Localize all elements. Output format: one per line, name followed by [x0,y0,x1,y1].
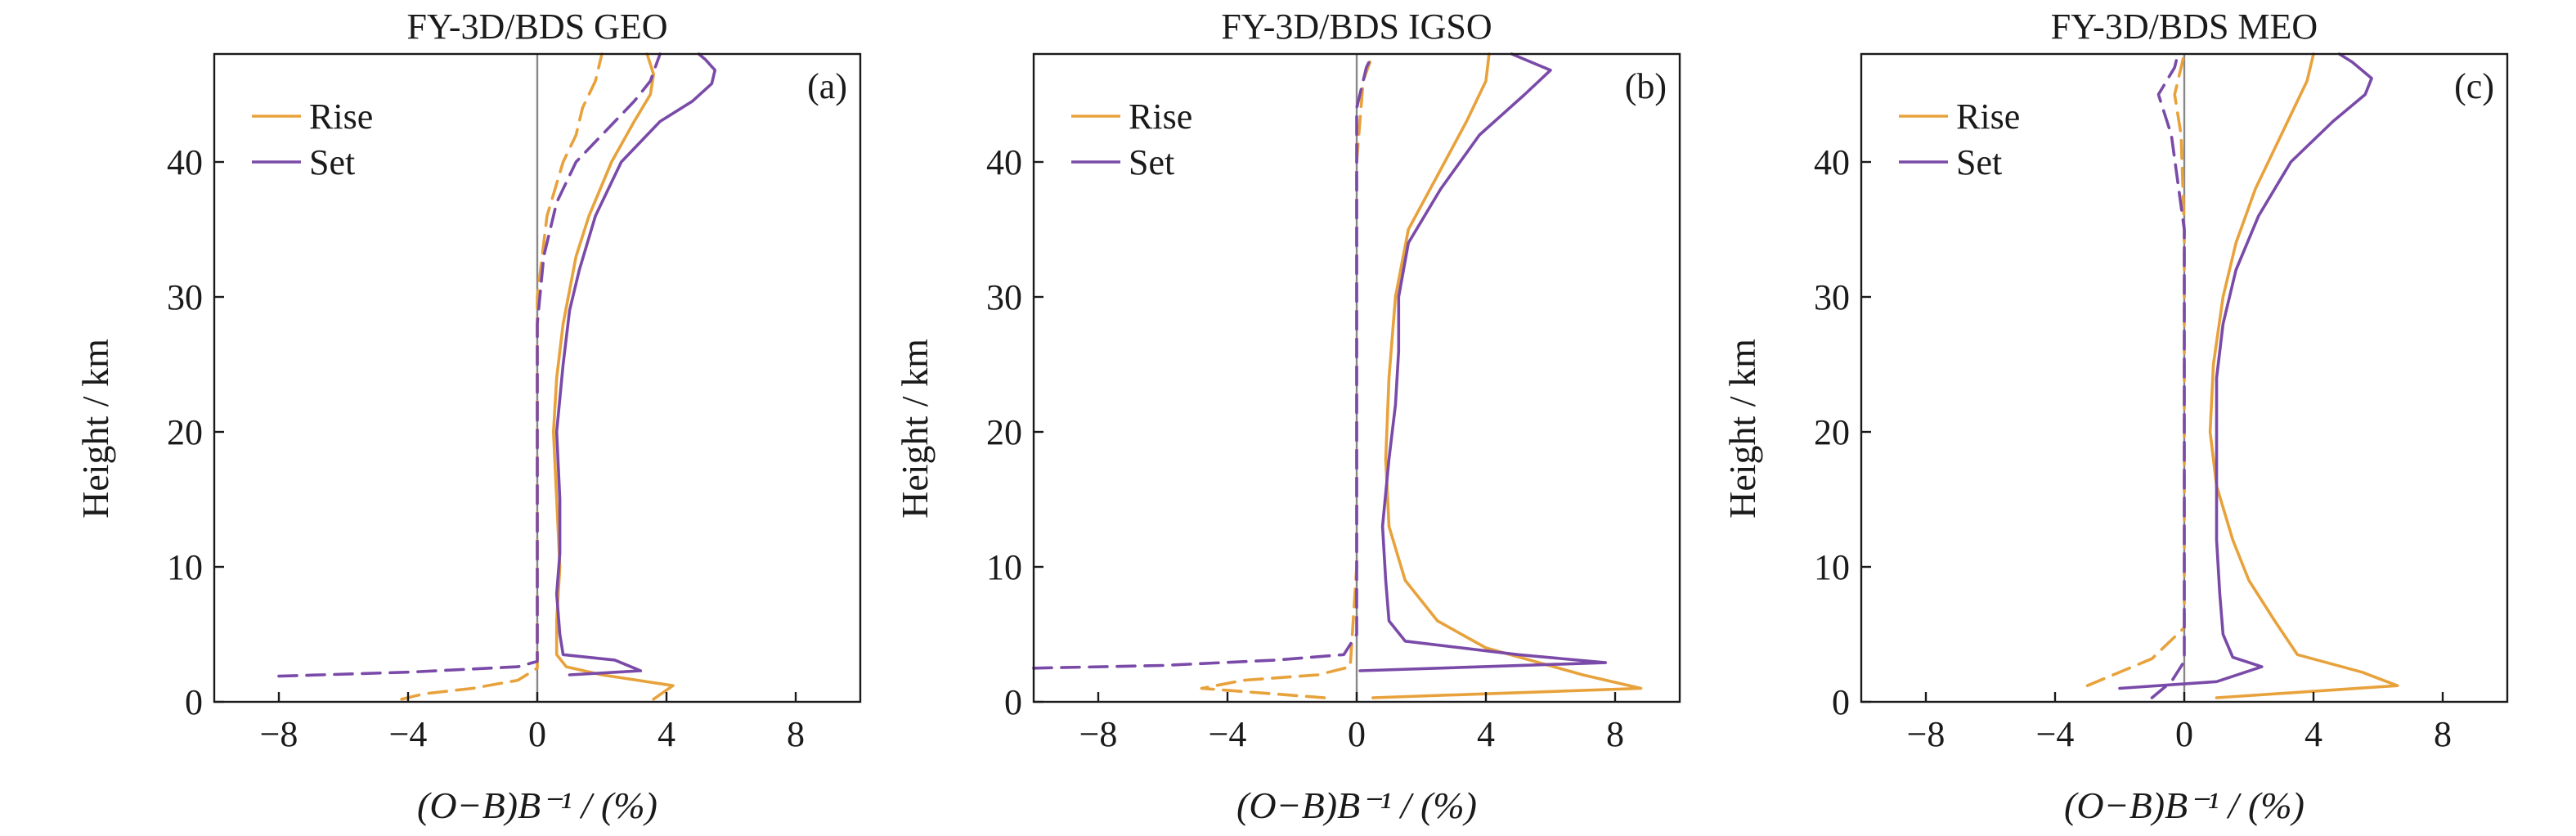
x-tick-label: 4 [2304,714,2322,754]
y-tick-label: 0 [1004,682,1022,722]
y-tick-label: 10 [1814,547,1850,587]
series-rise-mean-line [400,52,604,701]
x-tick-label: 4 [657,714,675,754]
series-set-std-line [2118,52,2373,690]
x-axis-label: (O−B)B⁻¹ / (%) [417,784,657,826]
x-axis-label: (O−B)B⁻¹ / (%) [1236,784,1477,826]
x-tick-label: −4 [2036,714,2075,754]
y-tick-label: 0 [1832,682,1850,722]
series-set-mean-line [2150,52,2186,699]
series-rise-mean-line [1200,52,1375,699]
x-tick-label: −4 [389,714,428,754]
series-set-mean-line [277,52,662,678]
x-tick-label: 8 [1606,714,1624,754]
legend-label-set: Set [1129,142,1174,182]
y-tick-label: 20 [167,412,203,452]
x-tick-label: −8 [1907,714,1945,754]
series-rise-std-line [552,52,675,701]
chart-panel-2: FY-3D/BDS IGSO −8 −4 0 4 8 0 10 20 30 40 (O−B)B⁻¹ /… [894,7,1681,826]
y-tick-label: 20 [986,412,1022,452]
x-tick-label: 0 [528,714,546,754]
y-tick-label: 40 [1814,142,1850,182]
panel-label: (c) [2454,66,2494,106]
series-rise-std-line [1371,52,1643,699]
series-rise-std-line [2208,52,2399,699]
y-axis-label: Height / km [74,339,116,519]
x-tick-label: −8 [260,714,298,754]
chart-title: FY-3D/BDS MEO [2051,7,2318,47]
series-set-std-line [554,52,717,676]
series-set-mean-line [1032,52,1375,670]
x-tick-label: 0 [1348,714,1366,754]
legend-label-rise: Rise [1956,97,2020,137]
y-tick-label: 30 [167,277,203,317]
chart-title: FY-3D/BDS IGSO [1221,7,1492,47]
y-tick-label: 10 [986,547,1022,587]
legend-label-rise: Rise [309,97,373,137]
y-tick-label: 10 [167,547,203,587]
chart-title: FY-3D/BDS GEO [406,7,667,47]
chart-panel-3: FY-3D/BDS MEO −8 −4 0 4 8 0 10 20 30 40 (O−B)B⁻¹ / … [1721,7,2509,826]
y-tick-label: 30 [1814,277,1850,317]
y-tick-label: 40 [167,142,203,182]
x-tick-label: 0 [2175,714,2193,754]
chart-panel-1: FY-3D/BDS GEO −8 −4 0 4 8 0 10 20 30 40 (O−B)B⁻¹ / … [74,7,862,826]
series-set-std-line [1358,52,1607,672]
y-axis-label: Height / km [894,339,936,519]
x-tick-label: −4 [1209,714,1247,754]
y-tick-label: 0 [185,682,203,722]
panel-label: (a) [807,66,847,106]
legend-label-set: Set [1956,142,2002,182]
panel-label: (b) [1625,66,1667,106]
x-tick-label: 4 [1477,714,1495,754]
y-tick-label: 30 [986,277,1022,317]
y-axis-label: Height / km [1721,339,1763,519]
x-tick-label: 8 [787,714,805,754]
x-axis-label: (O−B)B⁻¹ / (%) [2064,784,2304,826]
x-tick-label: −8 [1079,714,1118,754]
x-tick-label: 8 [2434,714,2452,754]
y-tick-label: 40 [986,142,1022,182]
series-rise-mean-line [2085,52,2186,687]
legend-label-rise: Rise [1129,97,1192,137]
y-tick-label: 20 [1814,412,1850,452]
legend-label-set: Set [309,142,355,182]
